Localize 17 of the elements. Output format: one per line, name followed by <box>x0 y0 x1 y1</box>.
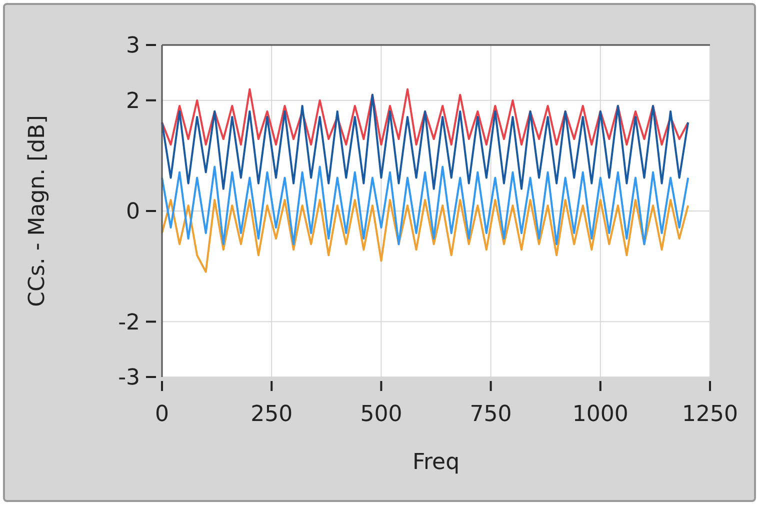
x-tick-label: 750 <box>470 402 512 427</box>
x-tick-label: 1250 <box>682 402 738 427</box>
x-tick-label: 0 <box>155 402 169 427</box>
y-tick-label: 3 <box>126 34 140 59</box>
y-axis-title: CCs. - Magn. [dB] <box>25 115 50 307</box>
y-tick-label: -3 <box>118 366 140 391</box>
y-tick-label: 2 <box>126 89 140 114</box>
line-series <box>161 198 690 273</box>
line-series <box>161 94 690 190</box>
x-tick-label: 1000 <box>572 402 628 427</box>
x-tick-label: 250 <box>250 402 293 427</box>
line-series <box>161 88 690 146</box>
x-axis-title: Freq <box>412 450 460 475</box>
line-series <box>161 166 690 246</box>
x-tick-label: 500 <box>360 402 402 427</box>
y-tick-label: 0 <box>126 200 140 225</box>
y-tick-label: -2 <box>118 310 140 336</box>
